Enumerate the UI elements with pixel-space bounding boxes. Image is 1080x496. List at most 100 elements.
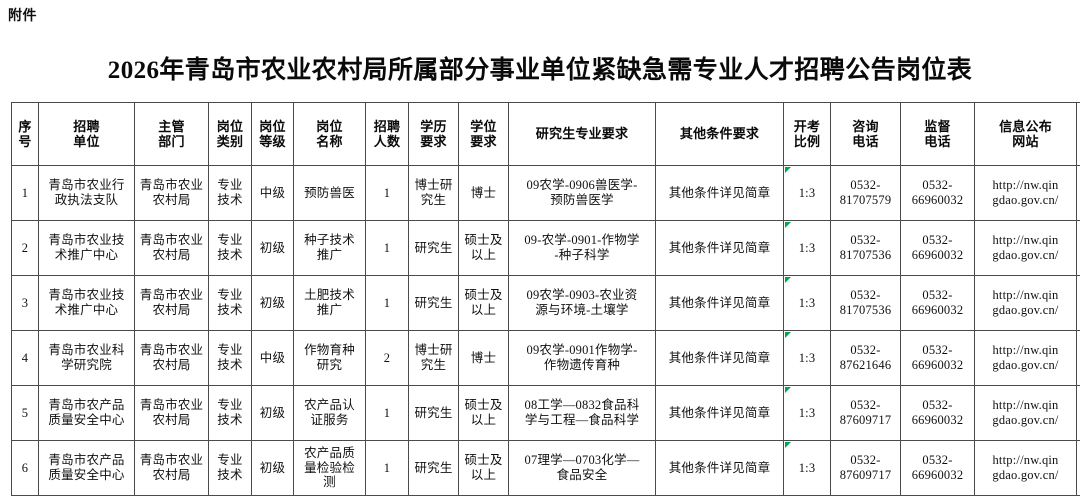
cell-education-requirement-line: 博士研 — [410, 178, 457, 193]
cell-education-requirement: 博士研究生 — [409, 166, 459, 221]
cell-supervise-phone: 0532-66960032 — [901, 386, 975, 441]
cell-recruiting-unit: 青岛市农产品质量安全中心 — [39, 386, 135, 441]
cell-post-level-line: 初级 — [253, 296, 292, 311]
col-header-count: 招聘人数 — [366, 103, 409, 166]
cell-supervise-phone-line: 0532- — [902, 343, 973, 358]
cell-consult-phone-line: 87609717 — [832, 413, 899, 428]
cell-major-requirement-line: 作物遗传育种 — [510, 358, 654, 373]
cell-recruiting-unit: 青岛市农产品质量安全中心 — [39, 441, 135, 496]
cell-major-requirement-line: 预防兽医学 — [510, 193, 654, 208]
cell-recruiting-unit-line: 青岛市农业行 — [40, 178, 133, 193]
col-header-post-name: 岗位名称 — [294, 103, 366, 166]
cell-index: 6 — [12, 441, 39, 496]
comment-flag-icon — [785, 442, 791, 448]
cell-consult-phone-line: 81707579 — [832, 193, 899, 208]
cell-supervise-phone: 0532-66960032 — [901, 276, 975, 331]
cell-recruiting-unit: 青岛市农业技术推广中心 — [39, 221, 135, 276]
comment-flag-icon — [785, 387, 791, 393]
cell-recruiting-unit-line: 术推广中心 — [40, 248, 133, 263]
cell-degree-requirement-line: 硕士及 — [460, 288, 507, 303]
cell-remark — [1077, 221, 1080, 276]
cell-supervising-department: 青岛市农业农村局 — [135, 221, 209, 276]
cell-website-line: gdao.gov.cn/ — [976, 248, 1075, 263]
cell-remark — [1077, 276, 1080, 331]
cell-supervise-phone-line: 0532- — [902, 288, 973, 303]
cell-website-line: gdao.gov.cn/ — [976, 413, 1075, 428]
cell-post-category: 专业技术 — [209, 331, 252, 386]
cell-degree-requirement: 硕士及以上 — [459, 221, 509, 276]
comment-flag-icon — [785, 222, 791, 228]
job-position-table: 序号 招聘单位 主管部门 岗位类别 岗位等级 岗位名称 招聘人数 学历要求 学位… — [11, 102, 1080, 496]
cell-post-category-line: 专业 — [210, 178, 250, 193]
cell-other-conditions: 其他条件详见简章 — [656, 276, 784, 331]
cell-post-level-line: 初级 — [253, 241, 292, 256]
cell-degree-requirement-line: 硕士及 — [460, 453, 507, 468]
cell-degree-requirement-line: 以上 — [460, 413, 507, 428]
cell-index: 3 — [12, 276, 39, 331]
cell-major-requirement: 09农学-0906兽医学-预防兽医学 — [509, 166, 656, 221]
cell-recruit-count-line: 1 — [367, 186, 407, 201]
cell-exam-ratio: 1:3 — [784, 166, 831, 221]
cell-post-name-line: 土肥技术 — [295, 288, 364, 303]
cell-remark — [1077, 331, 1080, 386]
cell-other-conditions: 其他条件详见简章 — [656, 331, 784, 386]
cell-degree-requirement-line: 以上 — [460, 303, 507, 318]
cell-post-category-line: 技术 — [210, 193, 250, 208]
cell-supervising-department-line: 农村局 — [136, 358, 207, 373]
cell-index: 1 — [12, 166, 39, 221]
cell-consult-phone-line: 0532- — [832, 398, 899, 413]
cell-post-name: 土肥技术推广 — [294, 276, 366, 331]
table-header: 序号 招聘单位 主管部门 岗位类别 岗位等级 岗位名称 招聘人数 学历要求 学位… — [12, 103, 1080, 166]
cell-index-line: 6 — [13, 461, 37, 476]
cell-recruit-count: 1 — [366, 166, 409, 221]
cell-exam-ratio-line: 1:3 — [785, 186, 829, 201]
cell-website-line: http://nw.qin — [976, 453, 1075, 468]
cell-supervise-phone-line: 0532- — [902, 453, 973, 468]
cell-post-name-line: 推广 — [295, 248, 364, 263]
cell-supervise-phone-line: 66960032 — [902, 468, 973, 483]
cell-index-line: 3 — [13, 296, 37, 311]
cell-major-requirement: 09农学-0903-农业资源与环境-土壤学 — [509, 276, 656, 331]
cell-exam-ratio-line: 1:3 — [785, 351, 829, 366]
cell-recruiting-unit-line: 学研究院 — [40, 358, 133, 373]
cell-recruiting-unit-line: 青岛市农产品 — [40, 398, 133, 413]
cell-consult-phone: 0532-81707536 — [831, 221, 901, 276]
cell-post-category-line: 专业 — [210, 343, 250, 358]
cell-major-requirement: 08工学—0832食品科学与工程—食品科学 — [509, 386, 656, 441]
cell-other-conditions-line: 其他条件详见简章 — [657, 461, 782, 476]
cell-recruiting-unit-line: 青岛市农业技 — [40, 233, 133, 248]
cell-degree-requirement-line: 以上 — [460, 468, 507, 483]
attachment-label: 附件 — [8, 5, 37, 25]
cell-supervising-department-line: 青岛市农业 — [136, 398, 207, 413]
col-header-unit: 招聘单位 — [39, 103, 135, 166]
cell-consult-phone: 0532-87609717 — [831, 386, 901, 441]
cell-post-name-line: 研究 — [295, 358, 364, 373]
cell-degree-requirement: 博士 — [459, 166, 509, 221]
cell-post-category: 专业技术 — [209, 276, 252, 331]
cell-major-requirement-line: 07理学—0703化学— — [510, 453, 654, 468]
cell-supervise-phone: 0532-66960032 — [901, 331, 975, 386]
col-header-category: 岗位类别 — [209, 103, 252, 166]
cell-recruit-count-line: 1 — [367, 241, 407, 256]
cell-recruiting-unit-line: 术推广中心 — [40, 303, 133, 318]
col-header-major: 研究生专业要求 — [509, 103, 656, 166]
cell-consult-phone: 0532-87621646 — [831, 331, 901, 386]
cell-website-line: gdao.gov.cn/ — [976, 468, 1075, 483]
cell-index-line: 2 — [13, 241, 37, 256]
cell-post-category: 专业技术 — [209, 166, 252, 221]
cell-post-name: 农产品认证服务 — [294, 386, 366, 441]
cell-supervise-phone: 0532-66960032 — [901, 441, 975, 496]
cell-consult-phone: 0532-81707579 — [831, 166, 901, 221]
cell-supervising-department: 青岛市农业农村局 — [135, 331, 209, 386]
col-header-level: 岗位等级 — [252, 103, 294, 166]
cell-post-name-line: 农产品认 — [295, 398, 364, 413]
cell-recruiting-unit-line: 质量安全中心 — [40, 413, 133, 428]
cell-website-line: http://nw.qin — [976, 178, 1075, 193]
col-header-other-conditions: 其他条件要求 — [656, 103, 784, 166]
cell-degree-requirement: 博士 — [459, 331, 509, 386]
